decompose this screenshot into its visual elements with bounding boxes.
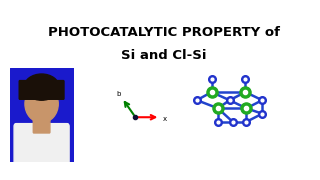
- FancyBboxPatch shape: [19, 81, 64, 99]
- FancyBboxPatch shape: [33, 117, 50, 133]
- FancyBboxPatch shape: [14, 124, 69, 165]
- Ellipse shape: [25, 85, 58, 123]
- Text: PHOTOCATALYTIC PROPERTY of: PHOTOCATALYTIC PROPERTY of: [48, 26, 280, 39]
- Ellipse shape: [24, 74, 59, 100]
- Text: b: b: [116, 91, 120, 97]
- Text: x: x: [163, 116, 167, 122]
- Text: Si and Cl-Si: Si and Cl-Si: [121, 49, 207, 62]
